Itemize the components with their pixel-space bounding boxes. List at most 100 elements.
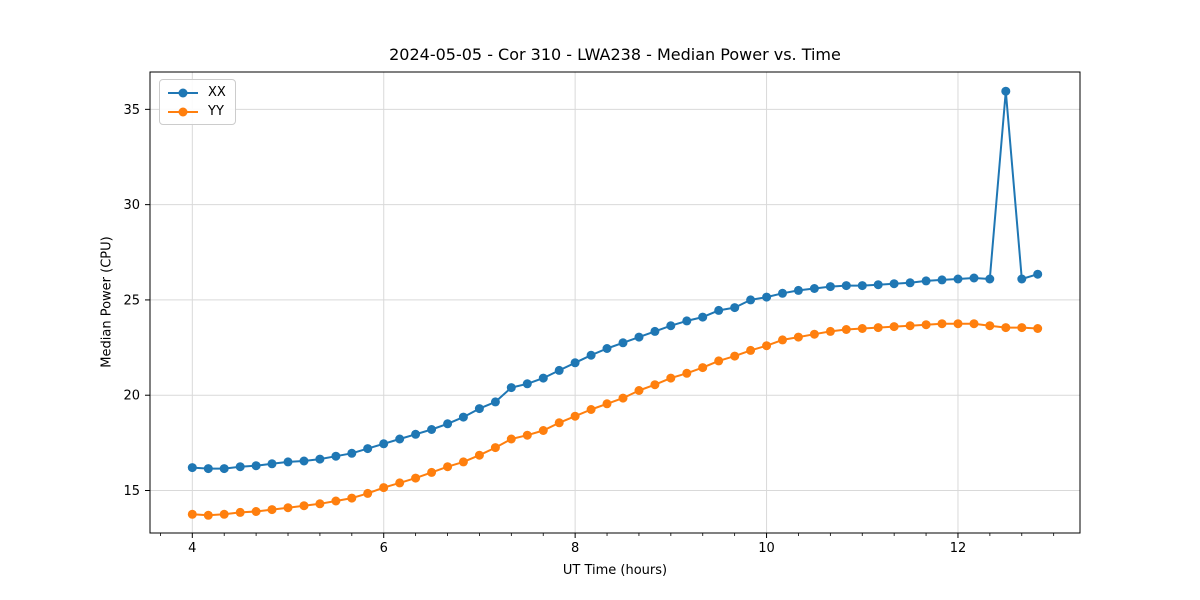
data-point-yy [730,351,740,361]
data-point-xx [219,464,229,474]
data-point-yy [634,386,644,395]
data-point-xx [618,338,628,348]
data-point-yy [219,509,229,519]
data-point-yy [682,368,692,378]
data-point-xx [793,285,803,295]
data-point-yy [203,510,213,520]
y-tick-label: 30 [123,198,140,213]
data-point-xx [299,456,309,466]
data-point-yy [778,335,787,345]
data-point-yy [1001,323,1011,333]
data-point-yy [985,321,995,331]
legend-item-yy: YY [166,104,226,119]
data-point-yy [443,462,453,472]
data-point-yy [666,373,676,383]
data-point-yy [315,499,325,509]
y-tick-label: 20 [123,389,140,404]
data-point-yy [953,319,963,329]
data-point-yy [1033,324,1043,333]
data-point-yy [857,324,867,333]
legend-line-marker-icon [168,88,198,97]
data-point-xx [331,451,341,461]
data-point-yy [746,345,756,355]
data-point-xx [985,274,995,284]
data-point-yy [650,380,660,390]
x-tick-label: 4 [188,541,196,556]
data-point-yy [411,473,421,483]
y-tick-label: 15 [123,484,140,499]
x-tick-label: 6 [380,541,388,556]
data-point-yy [905,321,915,331]
data-point-yy [698,363,708,373]
data-point-xx [953,274,963,284]
x-tick-label: 8 [571,541,579,556]
data-point-xx [506,383,516,393]
data-point-xx [570,358,580,368]
data-point-xx [841,281,851,291]
data-point-yy [299,501,309,511]
data-point-yy [762,341,772,351]
data-point-xx [714,305,724,315]
data-point-xx [937,275,947,285]
x-axis-label: UT Time (hours) [562,563,668,578]
data-point-yy [889,322,899,332]
data-point-xx [634,332,644,342]
data-point-yy [331,496,341,506]
data-point-xx [395,434,405,444]
data-point-xx [490,397,500,407]
x-tick-label: 10 [758,541,775,556]
data-point-yy [602,399,612,409]
data-point-xx [825,282,835,292]
data-point-yy [490,443,500,453]
series-line-yy [191,322,1039,517]
data-point-xx [1017,274,1027,284]
data-point-xx [1033,269,1043,279]
data-point-yy [235,507,245,517]
data-point-yy [618,393,628,403]
data-point-yy [841,325,851,334]
data-point-yy [570,411,580,421]
data-point-xx [602,344,612,353]
data-point-yy [793,332,803,342]
data-point-yy [1017,323,1027,333]
data-point-xx [315,454,325,464]
data-point-yy [363,488,373,498]
data-point-xx [203,464,213,474]
data-point-xx [969,273,979,283]
data-point-yy [554,418,564,428]
data-point-xx [666,321,676,331]
data-point-xx [921,276,931,286]
y-tick-label: 35 [123,103,140,118]
data-point-xx [427,425,437,434]
data-point-yy [969,319,979,329]
data-point-xx [411,429,421,439]
data-point-xx [283,457,293,467]
data-point-yy [474,450,484,460]
data-point-xx [474,404,484,414]
data-point-yy [267,505,277,515]
data-point-xx [857,281,867,291]
data-point-xx [187,463,197,473]
data-point-xx [363,444,373,454]
data-point-yy [458,457,468,467]
data-point-yy [379,483,389,493]
data-point-xx [698,312,708,322]
data-point-yy [873,323,883,333]
x-tick-label: 12 [950,541,967,556]
data-point-xx [1001,86,1011,96]
data-point-xx [682,316,692,326]
data-point-xx [458,412,468,422]
data-point-xx [762,292,772,302]
data-point-xx [251,461,261,471]
legend-label-yy: YY [208,104,224,119]
data-point-yy [921,320,931,330]
data-point-xx [650,326,660,336]
data-point-yy [538,426,548,435]
data-point-xx [746,295,756,305]
data-point-xx [889,279,899,289]
legend-line-marker-icon [168,107,198,116]
data-point-yy [251,507,261,516]
data-point-xx [443,419,453,429]
